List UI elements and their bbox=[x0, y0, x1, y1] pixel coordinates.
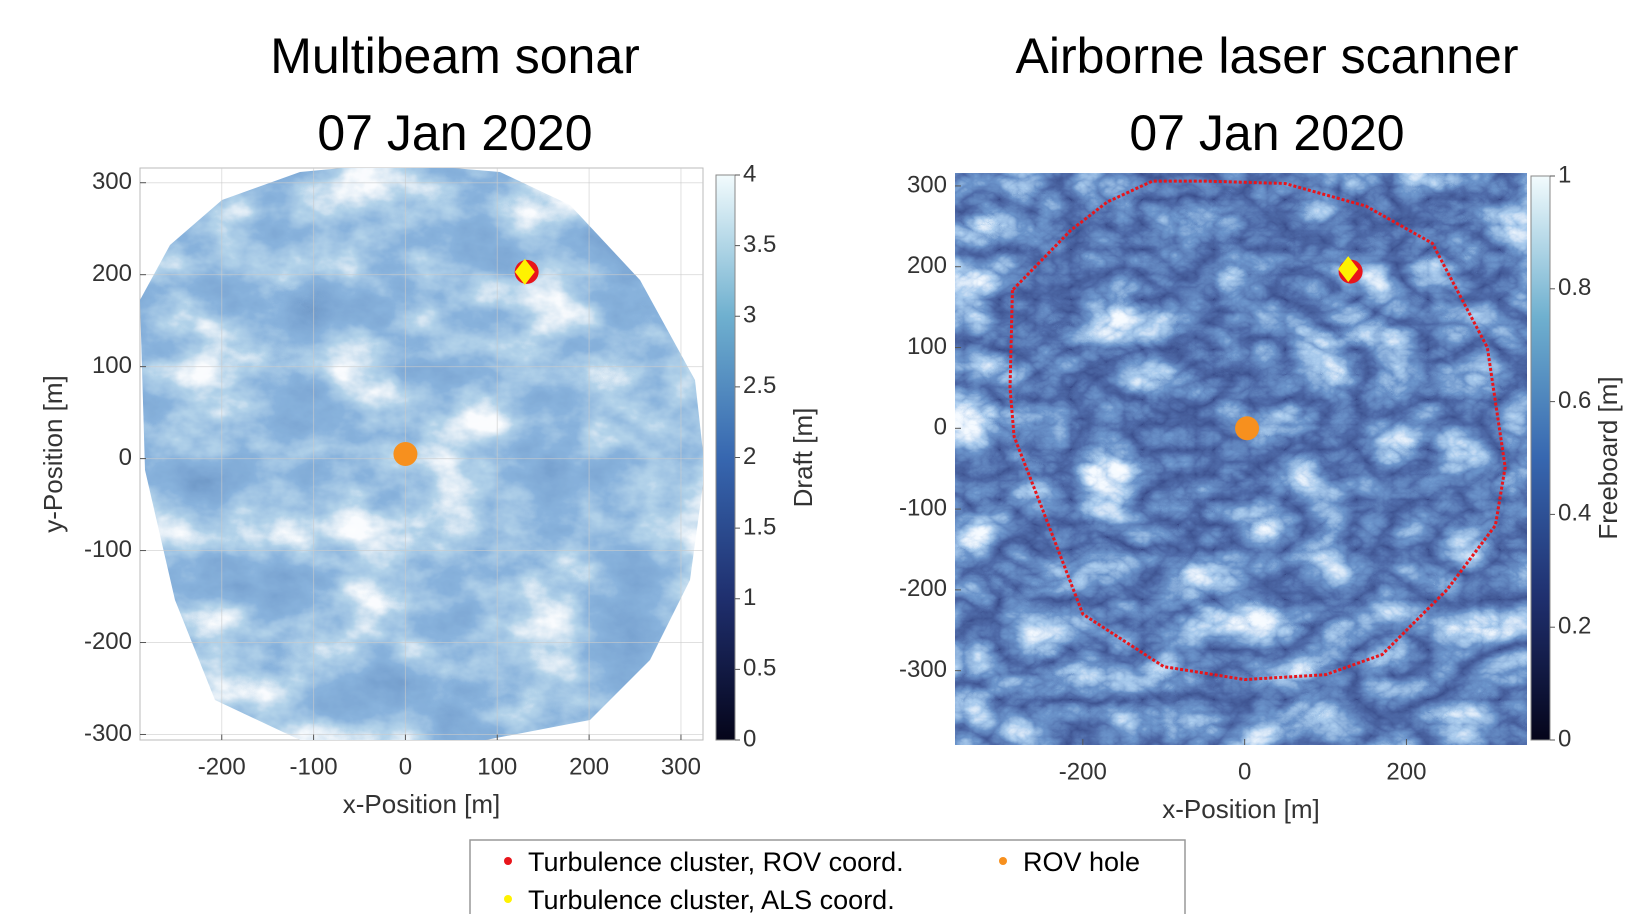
ice-texture bbox=[955, 173, 1527, 745]
y-axis-label: y-Position [m] bbox=[38, 375, 68, 533]
legend-label: ROV hole bbox=[1023, 847, 1140, 877]
colorbar-tick-label: 4 bbox=[743, 160, 756, 187]
colorbar-label: Freeboard [m] bbox=[1593, 376, 1623, 539]
x-tick-label: -200 bbox=[1059, 758, 1107, 785]
y-tick-label: -300 bbox=[84, 720, 132, 747]
y-tick-label: 100 bbox=[92, 352, 132, 379]
colorbar bbox=[1531, 176, 1550, 740]
colorbar-tick-label: 0.8 bbox=[1558, 274, 1591, 301]
colorbar-tick-label: 0.2 bbox=[1558, 613, 1591, 640]
colorbar-tick-label: 0 bbox=[743, 725, 756, 752]
y-tick-label: 0 bbox=[934, 414, 947, 441]
x-tick-label: 200 bbox=[569, 753, 609, 780]
figure: Multibeam sonar07 Jan 2020-200-100010020… bbox=[0, 0, 1627, 914]
marker-circle bbox=[1235, 416, 1259, 440]
chart-title: Airborne laser scanner bbox=[1015, 28, 1518, 84]
legend-marker bbox=[999, 857, 1007, 865]
chart-title: 07 Jan 2020 bbox=[317, 105, 592, 161]
x-axis-label: x-Position [m] bbox=[1162, 794, 1320, 824]
x-tick-label: 300 bbox=[661, 753, 701, 780]
colorbar-tick-label: 0 bbox=[1558, 725, 1571, 752]
chart-title: 07 Jan 2020 bbox=[1129, 105, 1404, 161]
marker-circle bbox=[393, 442, 417, 466]
y-tick-label: -100 bbox=[899, 494, 947, 521]
x-tick-label: 200 bbox=[1386, 758, 1426, 785]
chart-title: Multibeam sonar bbox=[270, 28, 640, 84]
colorbar-tick-label: 2 bbox=[743, 443, 756, 470]
y-tick-label: 0 bbox=[119, 444, 132, 471]
y-tick-label: 300 bbox=[907, 171, 947, 198]
y-tick-label: 100 bbox=[907, 333, 947, 360]
legend-label: Turbulence cluster, ROV coord. bbox=[528, 847, 904, 877]
colorbar-tick-label: 0.5 bbox=[743, 655, 776, 682]
colorbar-tick-label: 1.5 bbox=[743, 513, 776, 540]
y-tick-label: -200 bbox=[84, 628, 132, 655]
x-axis-label: x-Position [m] bbox=[343, 789, 501, 819]
colorbar-tick-label: 3.5 bbox=[743, 231, 776, 258]
x-tick-label: -100 bbox=[290, 753, 338, 780]
y-tick-label: 200 bbox=[907, 252, 947, 279]
x-tick-label: 0 bbox=[399, 753, 412, 780]
y-tick-label: 200 bbox=[92, 260, 132, 287]
y-tick-label: -100 bbox=[84, 536, 132, 563]
colorbar-tick-label: 0.4 bbox=[1558, 500, 1591, 527]
colorbar-label: Draft [m] bbox=[788, 408, 818, 508]
x-tick-label: 100 bbox=[477, 753, 517, 780]
colorbar-tick-label: 3 bbox=[743, 302, 756, 329]
colorbar-tick-label: 1 bbox=[743, 584, 756, 611]
y-tick-label: 300 bbox=[92, 168, 132, 195]
colorbar-tick-label: 0.6 bbox=[1558, 387, 1591, 414]
y-tick-label: -300 bbox=[899, 656, 947, 683]
legend-label: Turbulence cluster, ALS coord. bbox=[528, 885, 895, 914]
colorbar-tick-label: 2.5 bbox=[743, 372, 776, 399]
x-tick-label: -200 bbox=[198, 753, 246, 780]
colorbar-tick-label: 1 bbox=[1558, 161, 1571, 188]
y-tick-label: -200 bbox=[899, 575, 947, 602]
legend-marker bbox=[504, 857, 512, 865]
x-tick-label: 0 bbox=[1238, 758, 1251, 785]
colorbar bbox=[716, 175, 735, 740]
legend-marker bbox=[504, 895, 512, 903]
